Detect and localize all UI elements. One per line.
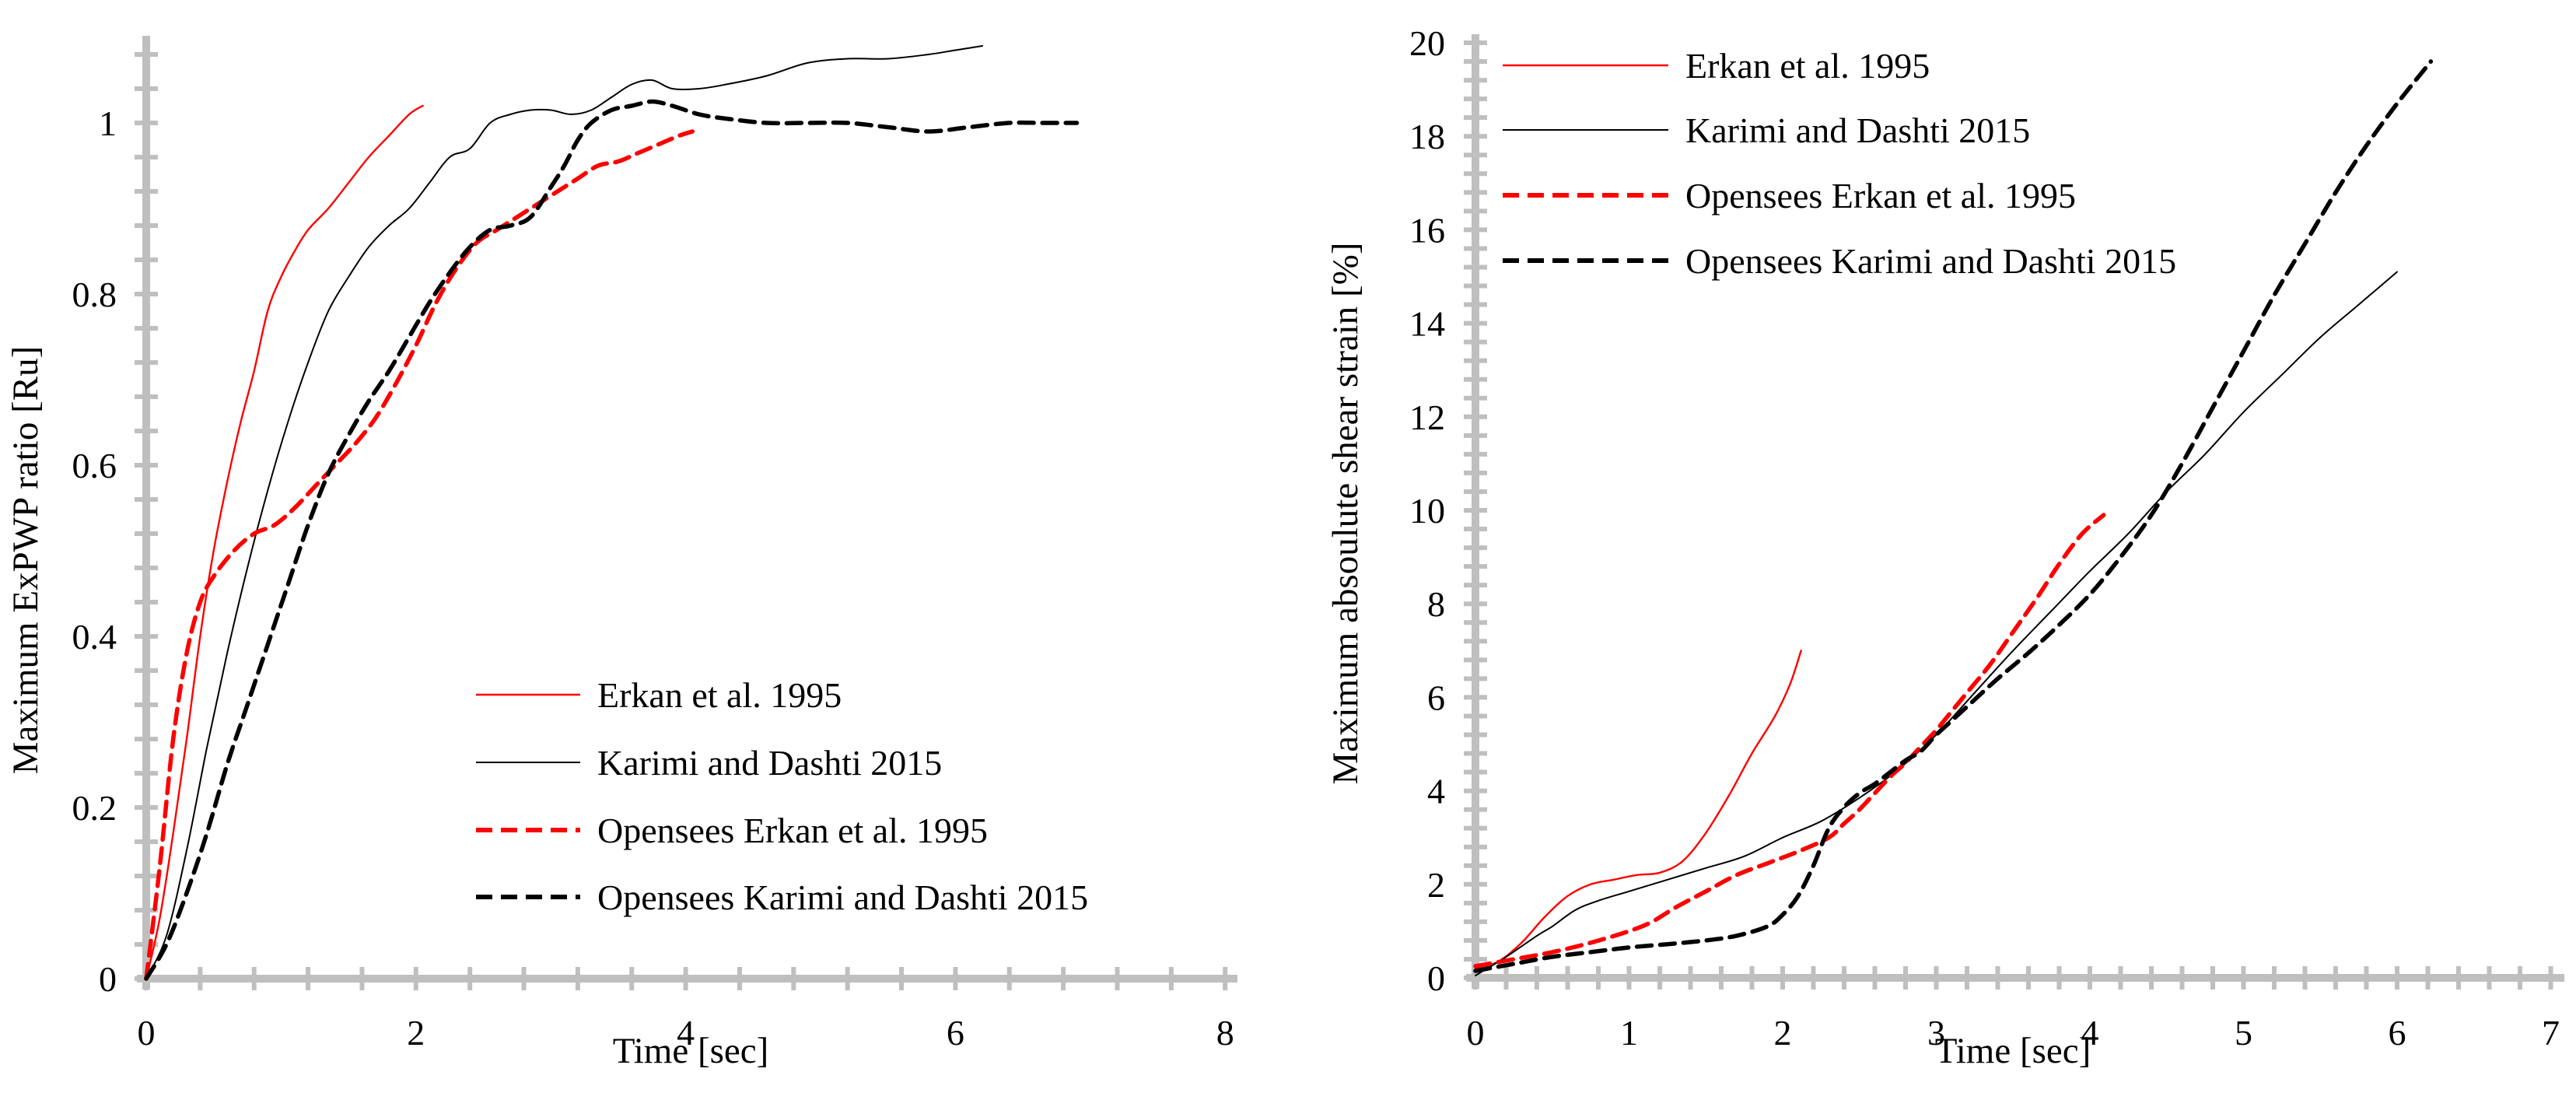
legend-entry: Opensees Erkan et al. 1995 — [476, 811, 988, 850]
series-path-opensees-erkan-et-al-1995 — [144, 129, 695, 981]
x-tick-label: 8 — [1216, 1013, 1234, 1053]
x-axis-title: Time [sec] — [613, 1031, 769, 1071]
legend-entry: Karimi and Dashti 2015 — [476, 743, 942, 783]
y-axis-title: Maximum ExPWP ratio [Ru] — [5, 346, 46, 774]
y-tick-label: 1 — [99, 103, 117, 143]
series-path-opensees-karimi-and-dashti-2015 — [144, 99, 1080, 981]
legend-label: Erkan et al. 1995 — [597, 675, 842, 715]
x-tick-label: 2 — [407, 1013, 425, 1053]
x-tick-label: 6 — [947, 1013, 964, 1053]
y-tick-label: 0.2 — [72, 788, 117, 828]
y-tick-label: 0.8 — [72, 275, 117, 314]
series-path-erkan-et-al-1995 — [145, 104, 424, 980]
legend: Erkan et al. 1995 Karimi and Dashti 2015 O… — [476, 675, 1088, 917]
axes — [135, 36, 1237, 990]
legend-label: Opensees Karimi and Dashti 2015 — [597, 878, 1088, 917]
series-curves — [144, 45, 1080, 981]
series-path-karimi-and-dashti-2015 — [145, 45, 984, 979]
y-tick-label: 0.4 — [72, 617, 117, 657]
legend-entry: Erkan et al. 1995 — [476, 675, 842, 715]
y-tick-label: 0.6 — [72, 446, 117, 485]
tick-labels: 0 0.2 0.4 0.6 0.8 1 0 2 4 6 8 — [72, 103, 1234, 1053]
x-tick-label: 0 — [138, 1013, 156, 1053]
legend-label: Opensees Erkan et al. 1995 — [597, 811, 988, 850]
y-tick-label: 0 — [99, 959, 117, 999]
legend-entry: Opensees Karimi and Dashti 2015 — [476, 878, 1088, 917]
x-tick-label: 4 — [677, 1013, 695, 1053]
legend-label: Karimi and Dashti 2015 — [597, 743, 942, 783]
